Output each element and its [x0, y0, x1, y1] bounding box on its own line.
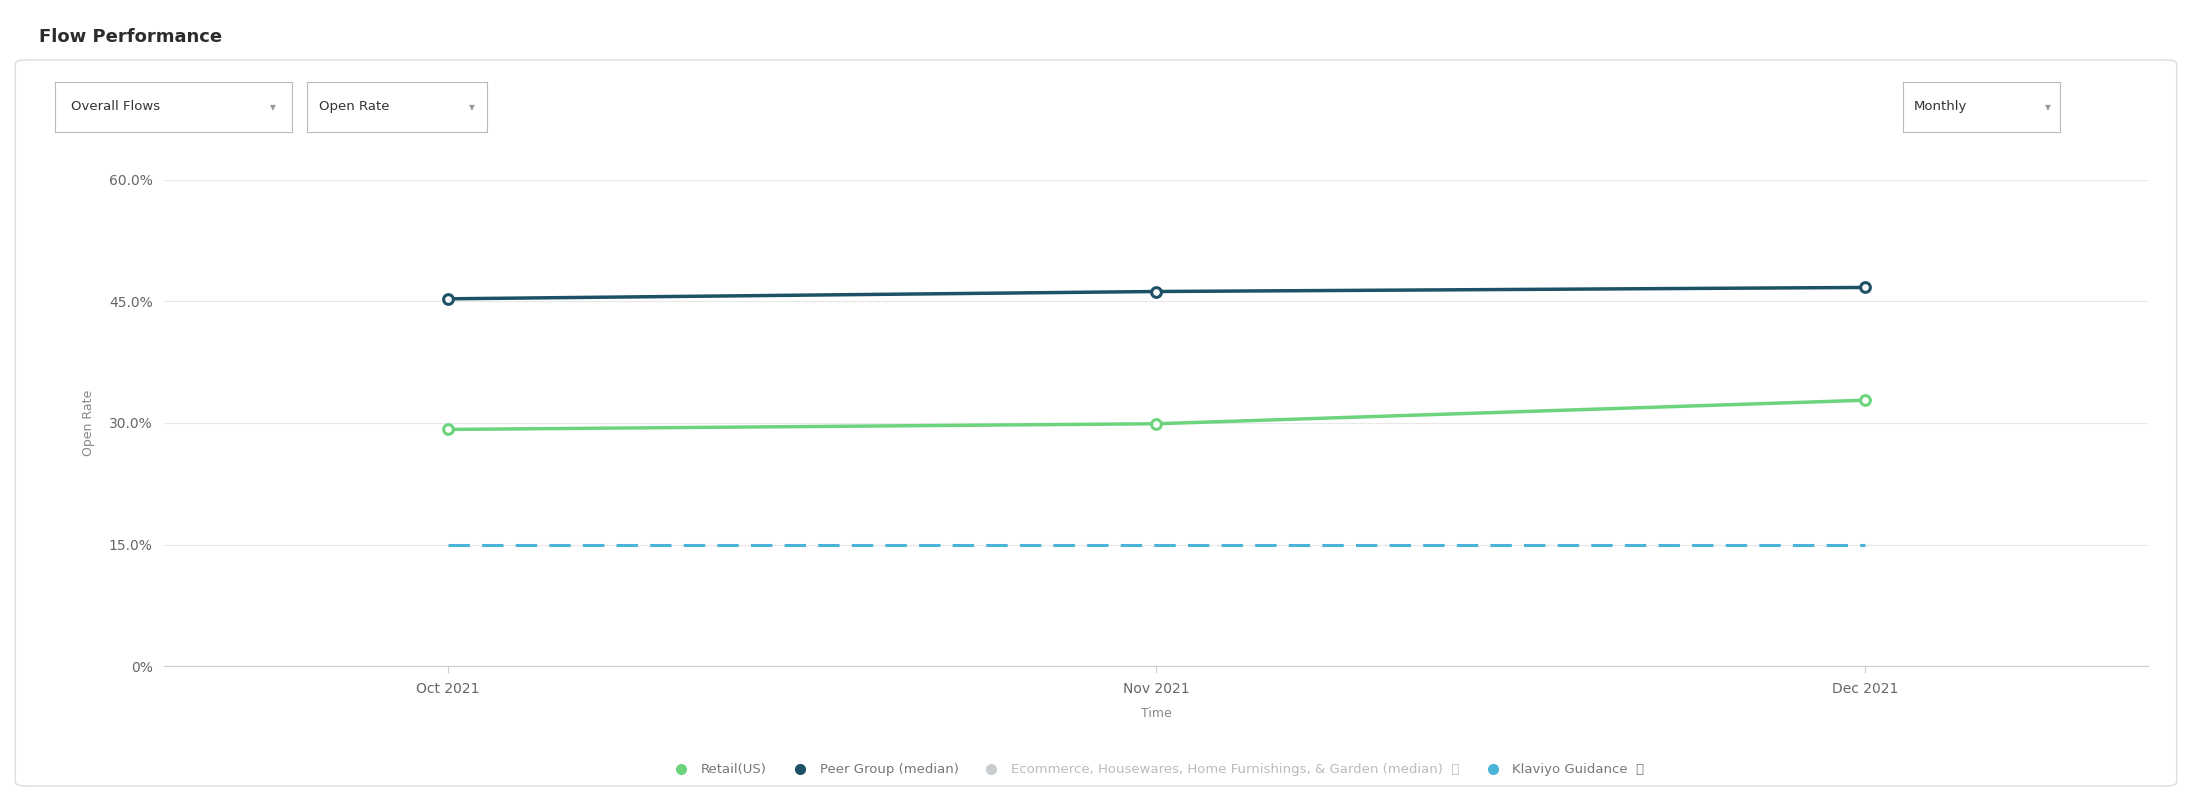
Y-axis label: Open Rate: Open Rate: [81, 389, 94, 456]
Text: Open Rate: Open Rate: [320, 101, 390, 113]
Text: ▾: ▾: [270, 101, 276, 113]
Text: Monthly: Monthly: [1914, 101, 1966, 113]
X-axis label: Time: Time: [1140, 707, 1173, 720]
Text: ▾: ▾: [2045, 101, 2052, 113]
Legend: Retail(US), Peer Group (median), Ecommerce, Housewares, Home Furnishings, & Gard: Retail(US), Peer Group (median), Ecommer…: [662, 758, 1651, 782]
Text: Flow Performance: Flow Performance: [39, 28, 224, 46]
Text: Overall Flows: Overall Flows: [72, 101, 160, 113]
Text: ▾: ▾: [469, 101, 476, 113]
